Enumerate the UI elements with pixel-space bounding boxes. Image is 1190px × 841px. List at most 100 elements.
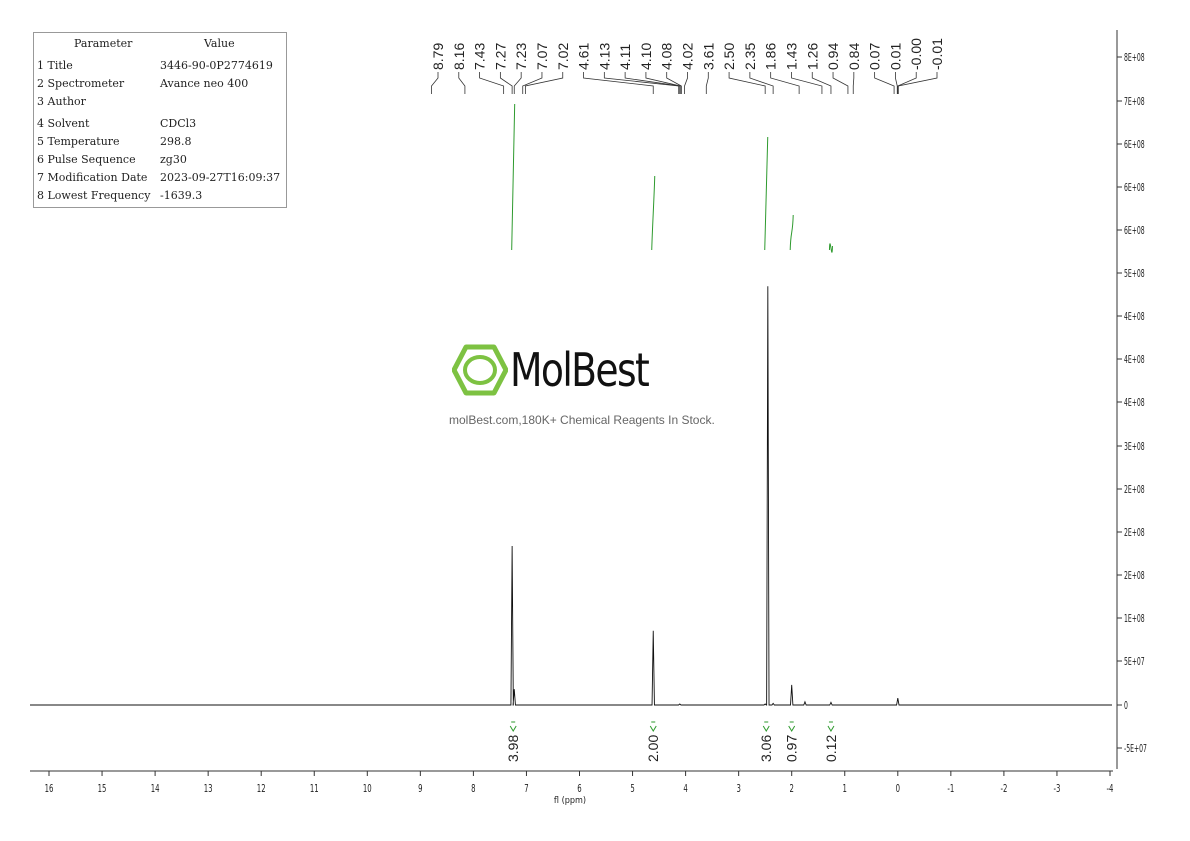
parameter-row: 2 Spectrometer Avance neo 400	[34, 77, 286, 94]
peak-label: 7.23	[513, 43, 529, 70]
peak-leader-line	[897, 72, 917, 94]
peak-label: 3.61	[700, 43, 716, 70]
param-key: 2 Spectrometer	[37, 77, 125, 90]
y-tick-label: -5E+07	[1124, 744, 1147, 756]
peak-leader-line	[499, 72, 513, 94]
peak-leader-line	[583, 72, 654, 94]
x-tick-label: 10	[363, 783, 372, 796]
brand-name: MolBest	[510, 343, 650, 397]
integral-value: 3.06	[758, 735, 774, 762]
peak-leader-line	[749, 72, 774, 94]
param-value: 3446-90-0P2774619	[160, 59, 273, 72]
peak-label: 0.01	[887, 43, 903, 70]
peak-leader-line	[705, 72, 709, 94]
integral-arrow	[788, 725, 796, 732]
peak-label: 2.35	[742, 43, 758, 70]
y-tick-label: 8E+08	[1124, 53, 1145, 65]
peak-leader-line	[684, 72, 688, 94]
param-key: 1 Title	[37, 59, 73, 72]
y-tick-label: 2E+08	[1124, 571, 1145, 583]
peak-label: 4.11	[617, 44, 633, 70]
peak-label: 4.13	[596, 43, 612, 70]
param-value: Avance neo 400	[160, 77, 249, 90]
x-tick-label: 5	[630, 783, 634, 796]
molbest-logo: MolBest	[452, 342, 692, 402]
param-value: CDCl3	[160, 117, 197, 130]
integral-arrow	[762, 725, 770, 732]
x-tick-label: -1	[947, 783, 954, 796]
integral-value: 0.97	[784, 735, 800, 762]
peak-label: 0.07	[867, 43, 883, 70]
integral-arrow	[509, 725, 517, 732]
peak-label: 4.61	[576, 43, 592, 70]
x-tick-label: 15	[98, 783, 107, 796]
peak-leader-line	[666, 72, 682, 94]
parameter-row: 5 Temperature 298.8	[34, 135, 286, 152]
peak-leader-line	[852, 72, 855, 94]
integral-curve	[789, 214, 794, 251]
parameter-row: 6 Pulse Sequence zg30	[34, 153, 286, 170]
peak-leader-line	[479, 72, 505, 94]
param-key: 5 Temperature	[37, 135, 120, 148]
peak-leader-line	[832, 72, 849, 94]
x-tick-label: 12	[257, 783, 266, 796]
peak-label: 1.43	[783, 43, 799, 70]
peak-leader-line	[897, 72, 938, 94]
peak-label: 7.43	[472, 43, 488, 70]
peak-leader-line	[895, 72, 898, 94]
x-tick-label: 4	[683, 783, 687, 796]
y-tick-label: 2E+08	[1124, 528, 1145, 540]
param-key: 6 Pulse Sequence	[37, 153, 136, 166]
parameter-table-header: Parameter Value	[34, 37, 286, 54]
parameter-row: 1 Title 3446-90-0P2774619	[34, 59, 286, 76]
x-tick-label: 9	[418, 783, 422, 796]
y-tick-label: 2E+08	[1124, 485, 1145, 497]
y-tick-label: 5E+08	[1124, 269, 1145, 281]
y-tick-label: 4E+08	[1124, 398, 1145, 410]
peak-label: 8.79	[430, 43, 446, 70]
peak-label: 7.02	[555, 43, 571, 70]
integral-arrow	[827, 725, 835, 732]
integral-curve	[511, 103, 516, 251]
x-tick-label: 11	[310, 783, 319, 796]
parameter-row: 7 Modification Date 2023-09-27T16:09:37	[34, 171, 286, 188]
peak-label: -0.00	[908, 38, 924, 70]
x-tick-label: 16	[45, 783, 54, 796]
param-value: zg30	[160, 153, 187, 166]
peak-leader-line	[524, 72, 564, 94]
spectrum-layer	[30, 286, 1112, 706]
peak-leader-line	[728, 72, 766, 94]
x-tick-label: -4	[1107, 783, 1114, 796]
param-value: 2023-09-27T16:09:37	[160, 171, 281, 184]
y-tick-label: 4E+08	[1124, 355, 1145, 367]
peak-label: 4.08	[659, 43, 675, 70]
y-tick-label: 0	[1124, 701, 1128, 713]
integrals: 3.98 2.00 3.06 0.97 0.12	[505, 103, 839, 762]
peak-label: 0.94	[825, 43, 841, 70]
x-tick-label: 7	[524, 783, 528, 796]
param-key: 4 Solvent	[37, 117, 90, 130]
peak-label: 0.84	[846, 43, 862, 70]
integral-curve	[651, 175, 656, 251]
x-tick-label: 3	[736, 783, 740, 796]
parameter-row: 3 Author	[34, 95, 286, 112]
peak-leader-line	[458, 72, 466, 94]
peak-leader-line	[431, 72, 439, 94]
header-parameter: Parameter	[74, 37, 133, 50]
x-tick-label: 6	[577, 783, 581, 796]
x-tick-label: 0	[896, 783, 900, 796]
peak-label: -0.01	[929, 38, 945, 70]
integral-arrow	[649, 725, 657, 732]
axes-layer: 16 15 14 13 12 11 10 9 8 7 6 5 4 3 2 1 0 -1 -2 -3 -48E+087E+…	[30, 30, 1147, 795]
y-tick-label: 7E+08	[1124, 97, 1145, 109]
peak-label: 8.16	[451, 43, 467, 70]
y-tick-label: 6E+08	[1124, 226, 1145, 238]
peak-leader-line	[791, 72, 823, 94]
parameter-table: Parameter Value 1 Title 3446-90-0P277461…	[33, 32, 287, 208]
peak-leader-line	[522, 72, 543, 94]
x-tick-label: 13	[204, 783, 213, 796]
param-value: 298.8	[160, 135, 192, 148]
param-value: -1639.3	[160, 189, 203, 202]
spectrum-line	[30, 286, 1112, 706]
